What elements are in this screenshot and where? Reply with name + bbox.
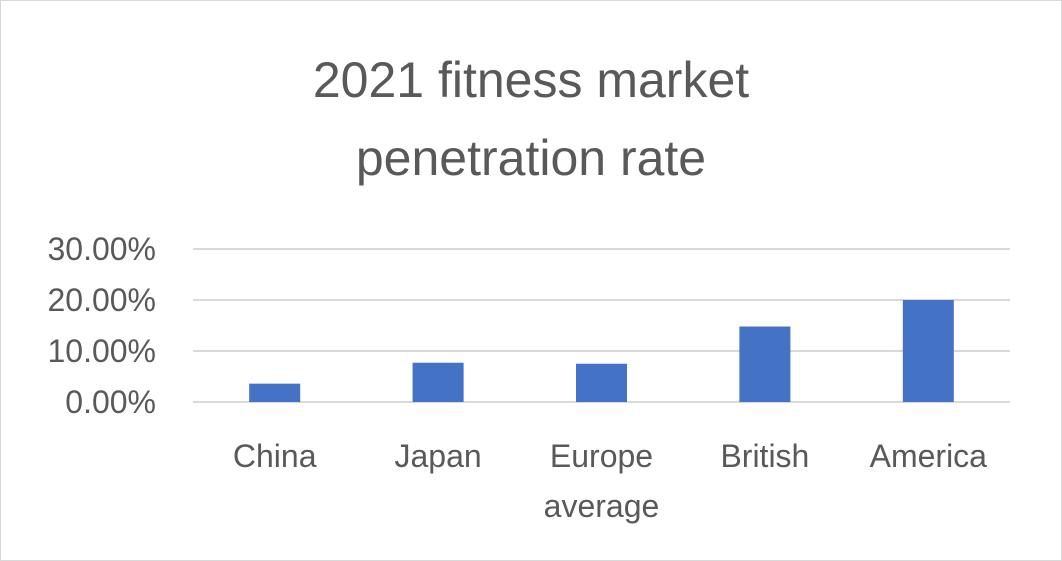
chart-title: 2021 fitness market penetration rate — [313, 52, 749, 186]
x-tick-label: America — [870, 438, 988, 474]
y-tick-label: 0.00% — [65, 384, 156, 420]
bar — [902, 300, 954, 402]
chart-title-line-1: 2021 fitness market — [313, 52, 749, 108]
chart-title-line-2: penetration rate — [356, 130, 706, 186]
x-tick-label: Japan — [395, 438, 482, 474]
bar — [576, 363, 627, 402]
bar — [739, 326, 791, 402]
bar — [249, 383, 301, 402]
x-tick-label: China — [233, 438, 317, 474]
y-tick-label: 20.00% — [47, 282, 156, 318]
x-axis: China Japan Europe average British America — [233, 438, 987, 524]
bar — [412, 362, 464, 402]
x-tick-label: Europe average — [544, 438, 660, 524]
x-tick-label: British — [720, 438, 809, 474]
y-tick-label: 10.00% — [47, 333, 156, 369]
y-axis: 0.00% 10.00% 20.00% 30.00% — [47, 231, 156, 420]
bars — [249, 300, 954, 402]
y-tick-label: 30.00% — [47, 231, 156, 267]
